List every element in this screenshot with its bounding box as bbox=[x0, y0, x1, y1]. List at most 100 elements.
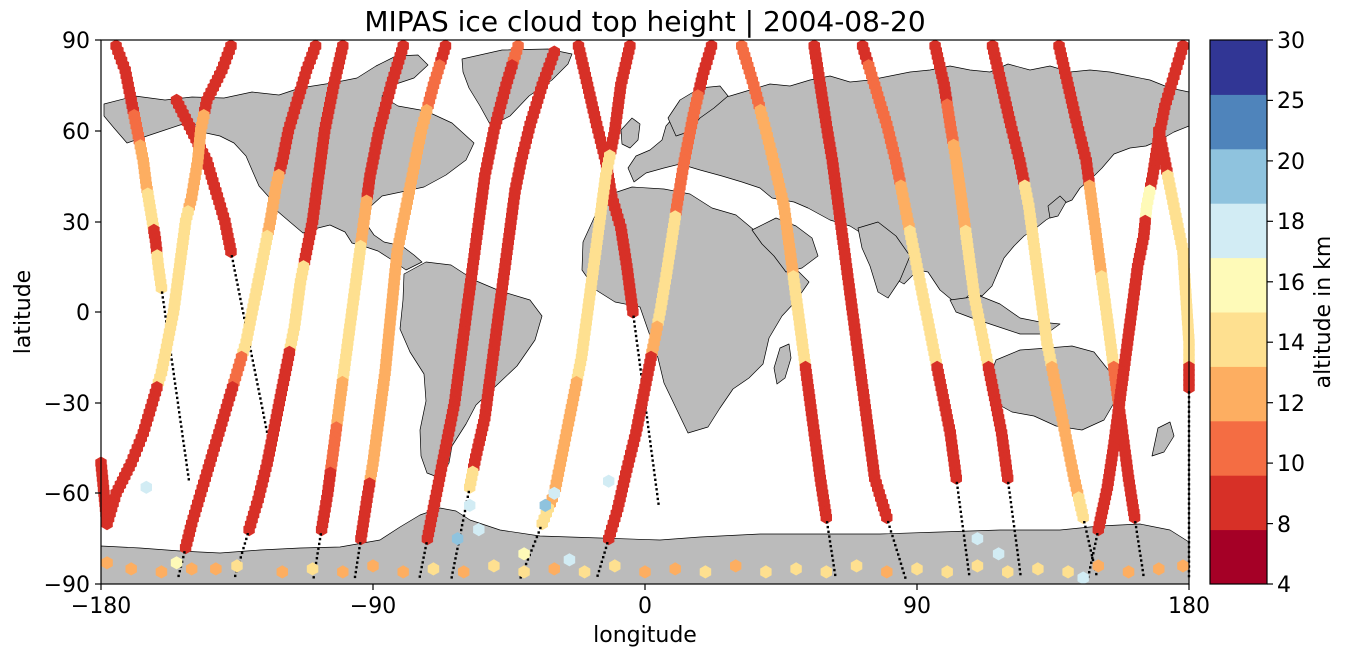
no-cloud-marker bbox=[451, 571, 454, 574]
colorbar-segment bbox=[1210, 312, 1267, 367]
cloud-top-marker bbox=[881, 510, 893, 525]
cloud-top-marker bbox=[1032, 562, 1044, 576]
cloud-top-marker bbox=[911, 562, 923, 576]
no-cloud-marker bbox=[831, 559, 835, 562]
no-cloud-marker bbox=[454, 557, 457, 560]
no-cloud-marker bbox=[184, 454, 187, 457]
no-cloud-marker bbox=[632, 315, 635, 318]
no-cloud-marker bbox=[241, 307, 244, 310]
cloud-top-marker bbox=[1077, 510, 1089, 525]
no-cloud-marker bbox=[648, 435, 651, 438]
cloud-top-marker bbox=[337, 565, 349, 579]
no-cloud-marker bbox=[243, 316, 246, 320]
no-cloud-marker bbox=[633, 325, 636, 328]
no-cloud-marker bbox=[649, 445, 652, 448]
no-cloud-marker bbox=[1009, 501, 1013, 504]
no-cloud-marker bbox=[651, 459, 654, 462]
colorbar-tick-label: 20 bbox=[1277, 150, 1305, 175]
no-cloud-marker bbox=[319, 533, 322, 536]
no-cloud-marker bbox=[461, 519, 465, 522]
no-cloud-marker bbox=[175, 391, 178, 395]
cloud-top-marker bbox=[1062, 565, 1074, 579]
no-cloud-marker bbox=[1012, 525, 1016, 528]
no-cloud-marker bbox=[1084, 525, 1087, 529]
no-cloud-marker bbox=[645, 411, 648, 414]
no-cloud-marker bbox=[1010, 505, 1013, 509]
no-cloud-marker bbox=[456, 547, 459, 551]
no-cloud-marker bbox=[904, 576, 907, 579]
no-cloud-marker bbox=[1095, 572, 1098, 576]
no-cloud-marker bbox=[249, 349, 253, 353]
no-cloud-marker bbox=[537, 531, 540, 534]
no-cloud-marker bbox=[1010, 510, 1014, 513]
cloud-top-marker bbox=[603, 532, 615, 546]
no-cloud-marker bbox=[355, 566, 358, 569]
no-cloud-marker bbox=[1141, 568, 1144, 572]
no-cloud-marker bbox=[634, 334, 638, 338]
no-cloud-marker bbox=[252, 364, 255, 367]
no-cloud-marker bbox=[960, 515, 963, 518]
cloud-top-marker bbox=[179, 541, 192, 555]
no-cloud-marker bbox=[599, 565, 602, 568]
no-cloud-marker bbox=[187, 478, 190, 481]
india bbox=[857, 221, 911, 299]
colorbar-segment bbox=[1210, 529, 1267, 585]
no-cloud-marker bbox=[1139, 554, 1142, 557]
no-cloud-marker bbox=[1090, 554, 1094, 557]
no-cloud-marker bbox=[356, 561, 359, 564]
no-cloud-marker bbox=[958, 501, 961, 504]
no-cloud-marker bbox=[232, 264, 235, 267]
cloud-top-marker bbox=[1177, 559, 1189, 573]
y-tick-label: −60 bbox=[44, 482, 90, 507]
no-cloud-marker bbox=[652, 464, 655, 467]
no-cloud-marker bbox=[638, 358, 641, 362]
no-cloud-marker bbox=[650, 449, 653, 453]
no-cloud-marker bbox=[635, 339, 638, 342]
no-cloud-marker bbox=[1086, 535, 1089, 538]
no-cloud-marker bbox=[1134, 521, 1137, 524]
no-cloud-marker bbox=[357, 551, 360, 555]
cloud-top-marker bbox=[140, 480, 152, 494]
cloud-top-marker bbox=[548, 486, 560, 500]
no-cloud-marker bbox=[647, 430, 651, 433]
y-tick-label: 0 bbox=[76, 301, 90, 326]
colorbar: 30 25 20 18 16 14 12 10 8 4 altitude in … bbox=[1209, 29, 1336, 598]
no-cloud-marker bbox=[957, 491, 960, 494]
no-cloud-marker bbox=[1018, 563, 1021, 566]
no-cloud-marker bbox=[251, 359, 254, 362]
no-cloud-marker bbox=[453, 562, 456, 565]
new-zealand bbox=[1151, 421, 1175, 457]
no-cloud-marker bbox=[176, 396, 179, 400]
no-cloud-marker bbox=[183, 449, 186, 452]
cloud-top-marker bbox=[563, 553, 576, 567]
cloud-top-marker bbox=[155, 565, 168, 579]
no-cloud-marker bbox=[638, 363, 642, 366]
no-cloud-marker bbox=[239, 297, 242, 301]
no-cloud-marker bbox=[177, 406, 180, 409]
cloud-top-marker bbox=[464, 480, 476, 494]
no-cloud-marker bbox=[240, 302, 243, 305]
no-cloud-marker bbox=[183, 551, 186, 554]
no-cloud-marker bbox=[450, 576, 453, 579]
cloud-top-marker bbox=[170, 556, 183, 570]
no-cloud-marker bbox=[178, 415, 182, 419]
y-tick-label: 90 bbox=[62, 29, 90, 54]
no-cloud-marker bbox=[1087, 539, 1090, 543]
cloud-top-marker bbox=[971, 559, 984, 573]
no-cloud-marker bbox=[1014, 539, 1018, 542]
no-cloud-marker bbox=[902, 571, 905, 575]
no-cloud-marker bbox=[255, 378, 258, 381]
no-cloud-marker bbox=[1019, 572, 1022, 576]
y-tick-label: 30 bbox=[62, 211, 90, 236]
colorbar-tick-label: 8 bbox=[1277, 513, 1291, 538]
no-cloud-marker bbox=[250, 354, 253, 358]
no-cloud-marker bbox=[1088, 571, 1091, 574]
colorbar-segment bbox=[1210, 148, 1267, 204]
no-cloud-marker bbox=[1096, 533, 1099, 536]
no-cloud-marker bbox=[234, 574, 237, 578]
no-cloud-marker bbox=[418, 575, 421, 578]
no-cloud-marker bbox=[653, 473, 656, 477]
no-cloud-marker bbox=[892, 539, 896, 542]
no-cloud-marker bbox=[532, 544, 535, 548]
